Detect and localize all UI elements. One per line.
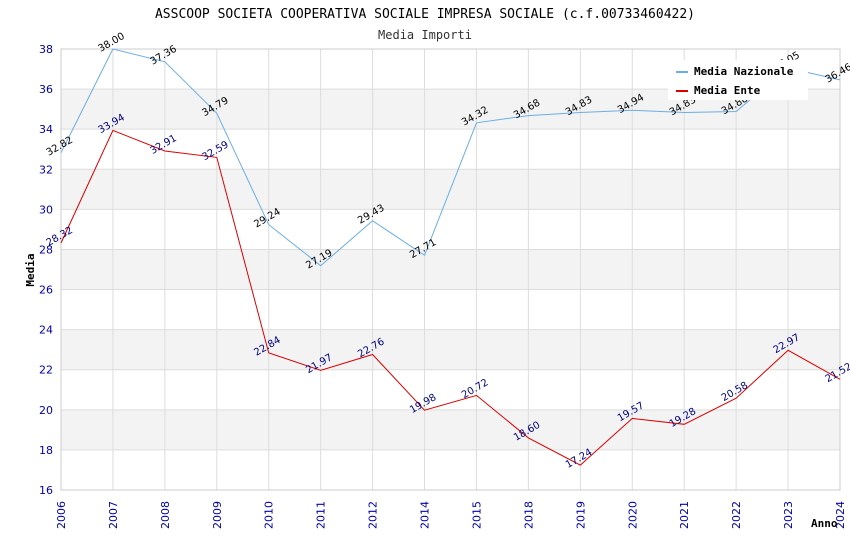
data-label-nazionale: 32.82: [45, 135, 75, 159]
data-label-nazionale: 29.24: [252, 207, 282, 231]
y-axis-label: Media: [24, 253, 37, 286]
data-label-ente: 20.72: [460, 377, 490, 401]
x-tick-label: 2015: [470, 501, 483, 529]
y-tick-label: 38: [39, 43, 53, 56]
x-tick-labels: 2006 2007 2008 2009 2010 2011 2012 2014 2015 2018…: [55, 501, 847, 529]
data-label-ente: 28.32: [45, 225, 75, 249]
legend-label-ente: Media Ente: [694, 84, 761, 97]
x-tick-label: 2018: [522, 501, 535, 529]
x-tick-label: 2020: [626, 501, 639, 529]
y-tick-label: 28: [39, 243, 53, 256]
x-tick-label: 2007: [107, 501, 120, 529]
y-tick-label: 34: [39, 123, 53, 136]
data-label-ente: 32.91: [148, 133, 178, 157]
y-tick-label: 22: [39, 364, 53, 377]
x-tick-label: 2010: [263, 501, 276, 529]
x-tick-label: 2022: [730, 501, 743, 529]
plot-band: [61, 249, 840, 290]
x-tick-label: 2014: [419, 501, 432, 529]
plot-bands: [61, 89, 840, 450]
y-tick-label: 18: [39, 444, 53, 457]
legend: Media Nazionale Media Ente: [668, 60, 808, 100]
y-tick-label: 30: [39, 203, 53, 216]
y-tick-label: 26: [39, 284, 53, 297]
x-tick-label: 2024: [834, 501, 847, 529]
y-tick-label: 16: [39, 484, 53, 497]
plot-band: [61, 329, 840, 370]
chart-subtitle: Media Importi: [378, 28, 472, 42]
data-label-ente: 32.59: [200, 139, 230, 163]
legend-box: [668, 60, 808, 100]
x-tick-label: 2023: [782, 501, 795, 529]
data-label-ente: 20.58: [720, 380, 750, 404]
legend-label-nazionale: Media Nazionale: [694, 65, 794, 78]
x-tick-label: 2009: [211, 501, 224, 529]
series-lines: [60, 48, 841, 466]
x-tick-label: 2011: [315, 501, 328, 529]
x-axis-label: Anno: [811, 517, 838, 530]
data-label-nazionale: 37.36: [148, 44, 178, 68]
chart-title: ASSCOOP SOCIETA COOPERATIVA SOCIALE IMPR…: [155, 7, 695, 22]
x-tick-label: 2012: [367, 501, 380, 529]
y-tick-label: 20: [39, 404, 53, 417]
plot-band: [61, 409, 840, 450]
plot-area: [60, 48, 841, 491]
data-label-ente: 17.24: [564, 447, 594, 471]
y-tick-labels: 16 18 20 22 24 26 28 30 32 34 36 38: [39, 43, 53, 497]
data-label-nazionale: 36.46: [824, 62, 850, 86]
y-tick-label: 32: [39, 163, 53, 176]
x-tick-label: 2008: [159, 501, 172, 529]
series-line-ente: [60, 129, 841, 466]
x-tick-label: 2019: [574, 501, 587, 529]
series-line-nazionale: [60, 48, 841, 267]
x-tick-label: 2021: [678, 501, 691, 529]
y-tick-label: 36: [39, 83, 53, 96]
y-tick-label: 24: [39, 324, 53, 337]
x-tick-label: 2006: [55, 501, 68, 529]
